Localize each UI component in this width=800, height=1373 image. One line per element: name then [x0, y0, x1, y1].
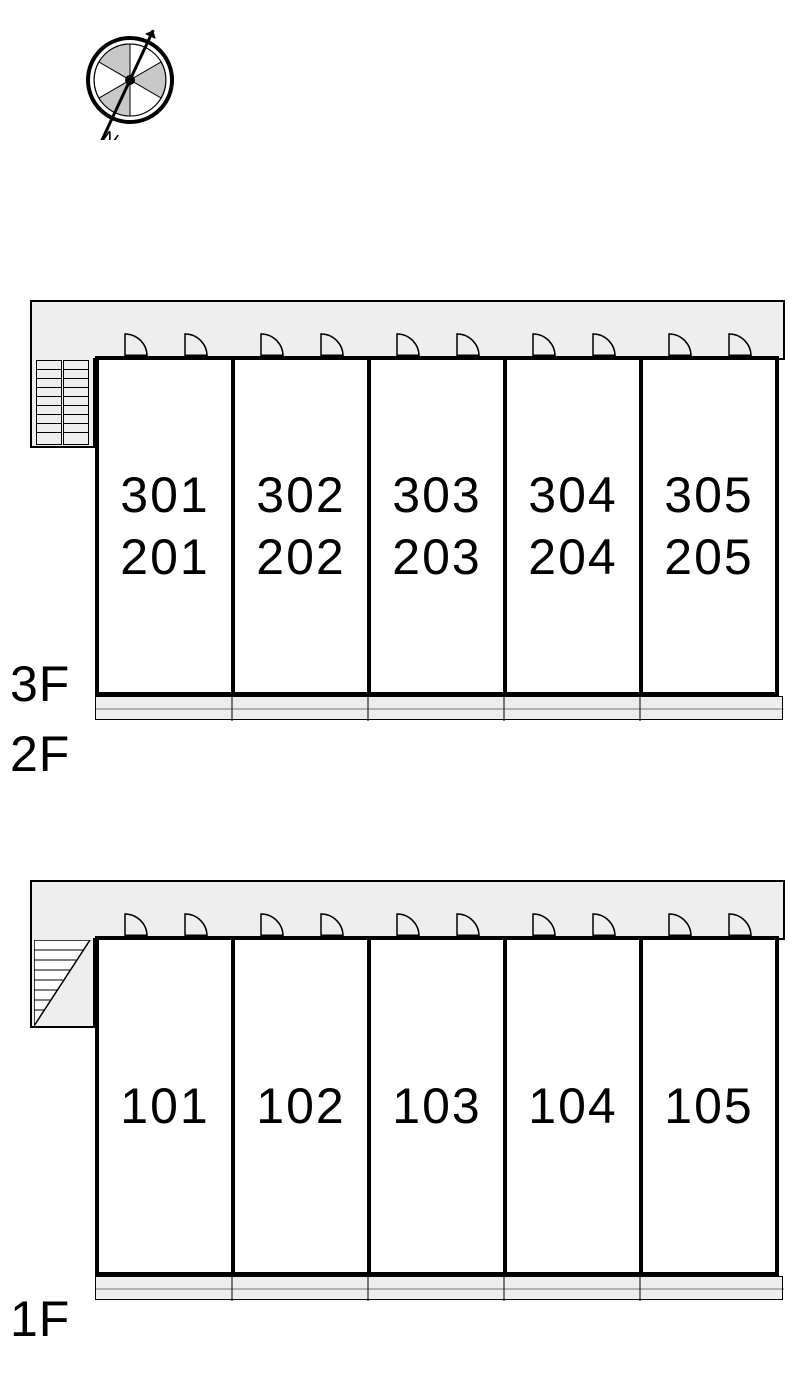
- unit-label: 304 204: [528, 464, 617, 589]
- unit-label: 305 205: [664, 464, 753, 589]
- unit-102: 102: [231, 936, 371, 1276]
- stairs-upper-1: [36, 360, 62, 445]
- units-row-lower: 101 102 103 104 105: [95, 936, 779, 1276]
- unit-105: 105: [639, 936, 779, 1276]
- balcony-upper: [95, 696, 783, 720]
- unit-label: 103: [392, 1075, 481, 1138]
- balcony-lower: [95, 1276, 783, 1300]
- unit-305-205: 305 205: [639, 356, 779, 696]
- compass-icon: N: [30, 20, 200, 145]
- doors-lower: [95, 880, 795, 940]
- floor-label-2f: 2F: [10, 725, 70, 783]
- unit-303-203: 303 203: [367, 356, 507, 696]
- unit-label: 102: [256, 1075, 345, 1138]
- unit-104: 104: [503, 936, 643, 1276]
- unit-101: 101: [95, 936, 235, 1276]
- doors-upper: [95, 300, 795, 360]
- unit-103: 103: [367, 936, 507, 1276]
- floor-label-1f: 1F: [10, 1290, 70, 1348]
- stairs-lower: [34, 940, 92, 1028]
- unit-label: 105: [664, 1075, 753, 1138]
- units-row-upper: 301 201 302 202 303 203 304 204 305: [95, 356, 779, 696]
- unit-302-202: 302 202: [231, 356, 371, 696]
- unit-label: 301 201: [120, 464, 209, 589]
- unit-label: 101: [120, 1075, 209, 1138]
- unit-label: 104: [528, 1075, 617, 1138]
- unit-label: 302 202: [256, 464, 345, 589]
- unit-301-201: 301 201: [95, 356, 235, 696]
- floor-label-3f: 3F: [10, 655, 70, 713]
- unit-label: 303 203: [392, 464, 481, 589]
- stairs-upper-2: [63, 360, 89, 445]
- unit-304-204: 304 204: [503, 356, 643, 696]
